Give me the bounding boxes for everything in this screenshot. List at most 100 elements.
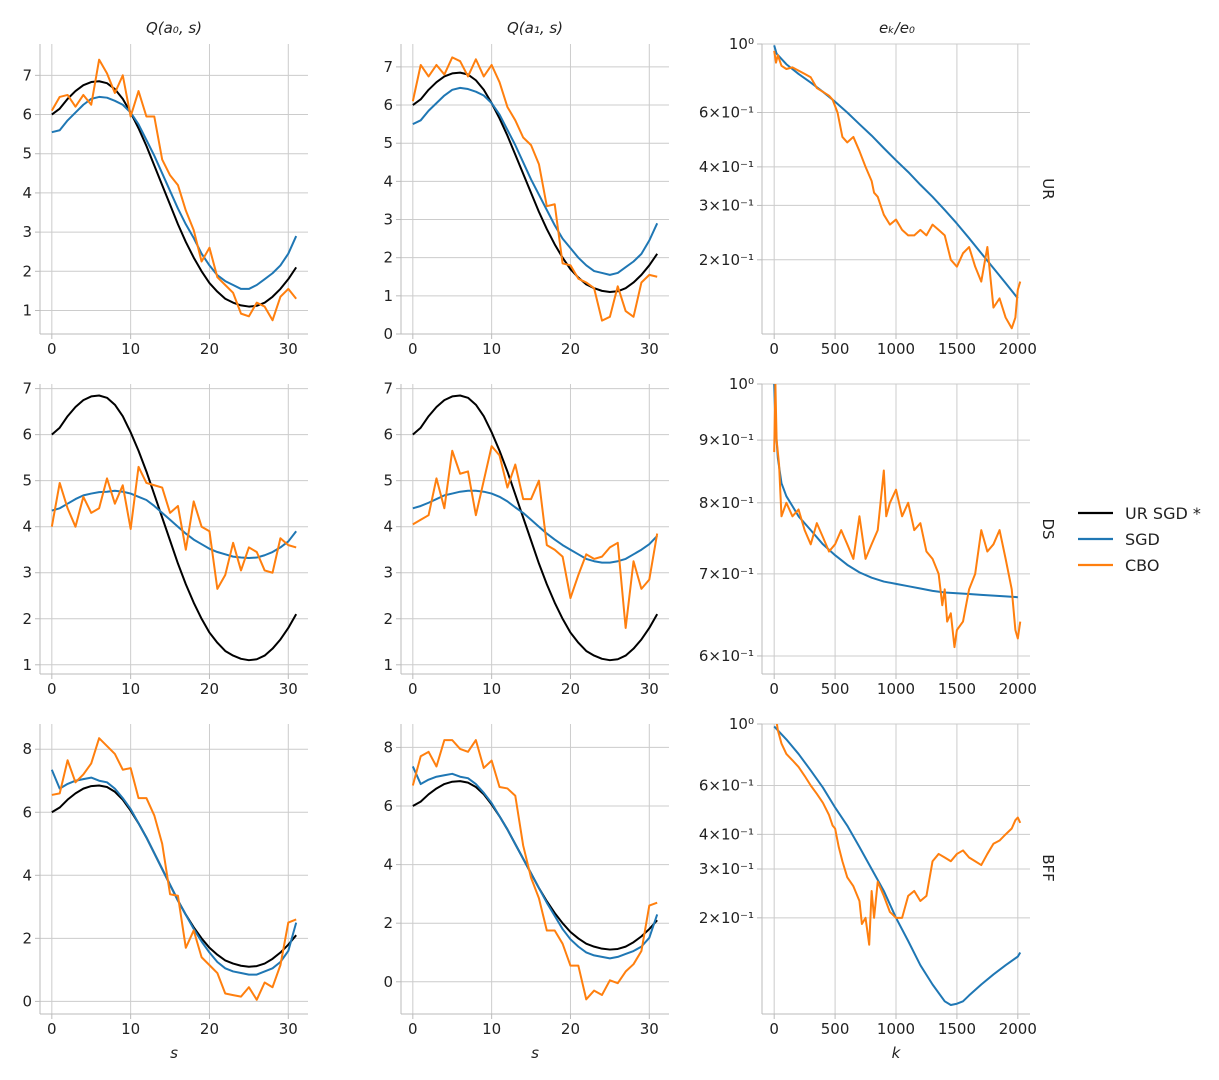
y-tick-label: 10⁰: [729, 375, 754, 393]
y-tick-label: 4: [22, 518, 32, 536]
row-label-ds: DS: [1039, 518, 1057, 539]
x-tick-label: 0: [769, 1020, 779, 1038]
y-tick-label: 5: [22, 145, 32, 163]
y-tick-label: 3×10⁻¹: [699, 196, 754, 214]
series-line-cbo: [773, 384, 1022, 649]
series-lines: [773, 724, 1022, 1006]
x-tick-label: 10: [482, 340, 501, 358]
y-tick-label: 9×10⁻¹: [699, 431, 754, 449]
y-tick-label: 2: [383, 249, 393, 267]
series-lines: [50, 58, 298, 322]
series-line-ur-sgd-star: [412, 394, 659, 662]
y-tick-label: 6×10⁻¹: [699, 777, 754, 795]
y-tick-label: 6: [22, 426, 32, 444]
series-line-sgd: [412, 489, 658, 564]
series-line-sgd: [50, 769, 298, 976]
y-tick-label: 2: [22, 262, 32, 280]
x-tick-label: 1500: [938, 680, 976, 698]
column-title-error-ratio: eₖ/e₀: [879, 19, 915, 37]
x-tick-label: 10: [482, 1020, 501, 1038]
x-tick-label: 20: [561, 680, 580, 698]
y-tick-label: 1: [383, 656, 393, 674]
legend-label-cbo: CBO: [1125, 556, 1159, 575]
y-tick-label: 4: [22, 866, 32, 884]
y-tick-label: 8: [383, 738, 393, 756]
y-tick-label: 6: [22, 106, 32, 124]
y-tick-label: 2: [22, 610, 32, 628]
x-tick-label: 30: [279, 680, 298, 698]
x-tick-label: 0: [769, 340, 779, 358]
y-tick-label: 3: [22, 223, 32, 241]
column-title-q-a1: Q(a₁, s): [507, 19, 563, 37]
x-tick-label: 1000: [877, 340, 915, 358]
y-tick-label: 5: [383, 134, 393, 152]
x-tick-label: 10: [121, 680, 140, 698]
y-tick-label: 6: [383, 797, 393, 815]
gridlines: [401, 384, 669, 674]
series-lines: [50, 737, 298, 1001]
series-line-cbo: [51, 737, 297, 1001]
panel-bff-q-a1: 0 10 20 30 0 2 4 6 8 s: [383, 724, 669, 1062]
series-line-sgd: [411, 766, 659, 960]
y-tick-label: 2: [383, 914, 393, 932]
legend-label-ur-sgd-star: UR SGD *: [1125, 504, 1201, 523]
panel-ur-q-a0: 0 10 20 30 1 2 3 4 5 6 7: [22, 44, 308, 358]
series-lines: [773, 45, 1022, 330]
series-line-cbo: [774, 724, 1022, 946]
gridlines: [762, 43, 1030, 334]
x-tick-label: 1000: [877, 1020, 915, 1038]
y-tick-label: 1: [22, 656, 32, 674]
panel-bff-q-a0: 0 10 20 30 0 2 4 6 8 s: [22, 724, 308, 1062]
x-tick-label: 1500: [938, 340, 976, 358]
x-tick-label: 30: [279, 1020, 298, 1038]
y-tick-label: 2: [383, 610, 393, 628]
x-tick-label: 20: [200, 340, 219, 358]
series-line-sgd: [412, 86, 659, 276]
series-line-cbo: [412, 445, 659, 629]
row-label-bff: BFF: [1039, 854, 1057, 882]
x-tick-label: 500: [821, 340, 850, 358]
x-tick-label: 20: [561, 340, 580, 358]
y-tick-label: 0: [22, 992, 32, 1010]
x-tick-label: 30: [640, 1020, 659, 1038]
x-tick-label: 30: [279, 340, 298, 358]
gridlines: [762, 383, 1030, 674]
series-lines: [411, 739, 659, 1001]
series-line-ur-sgd-star: [51, 394, 298, 662]
y-tick-label: 3: [383, 564, 393, 582]
panel-ds-q-a1: 0 10 20 30 1 2 3 4 5 6 7: [383, 380, 669, 698]
gridlines: [401, 724, 669, 1014]
x-tick-label: 20: [561, 1020, 580, 1038]
y-tick-label: 1: [22, 301, 32, 319]
x-tick-label: 30: [640, 680, 659, 698]
x-tick-label: 1500: [938, 1020, 976, 1038]
y-tick-label: 5: [383, 472, 393, 490]
y-tick-label: 6: [383, 426, 393, 444]
x-tick-label: 1000: [877, 680, 915, 698]
series-line-sgd: [51, 489, 297, 559]
x-tick-label: 0: [47, 680, 57, 698]
x-tick-label: 0: [408, 680, 418, 698]
y-tick-label: 6: [383, 96, 393, 114]
y-tick-label: 4: [383, 172, 393, 190]
y-tick-label: 10⁰: [729, 35, 754, 53]
panel-bff-error-ratio: 0 500 1000 1500 2000 10⁰ 6×10⁻¹ 4×10⁻¹ 3×10⁻¹ 2×1…: [699, 715, 1037, 1062]
y-tick-label: 3×10⁻¹: [699, 860, 754, 878]
y-tick-label: 5: [22, 472, 32, 490]
series-lines: [411, 56, 659, 322]
y-tick-label: 7: [383, 58, 393, 76]
x-tick-label: 20: [200, 680, 219, 698]
row-labels: UR DS BFF: [1039, 178, 1057, 881]
y-tick-label: 4: [383, 856, 393, 874]
x-tick-label: 0: [769, 680, 779, 698]
x-tick-label: 0: [47, 1020, 57, 1038]
column-title-q-a0: Q(a₀, s): [146, 19, 202, 37]
y-tick-label: 2: [22, 929, 32, 947]
x-axis-label: s: [531, 1044, 539, 1062]
x-axis-label: k: [892, 1044, 902, 1062]
series-line-cbo: [50, 58, 297, 322]
legend: UR SGD * SGD CBO: [1078, 504, 1201, 575]
y-tick-label: 10⁰: [729, 715, 754, 733]
series-lines: [412, 394, 659, 662]
